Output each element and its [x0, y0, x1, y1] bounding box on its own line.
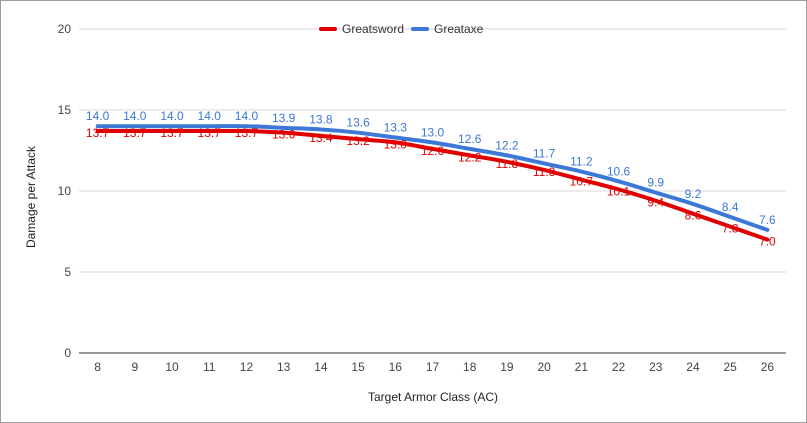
data-labels: 13.7 13.7 13.7 13.7 13.7 13.6 13.4 13.2 13.0 12.6…	[86, 109, 776, 248]
greataxe-data-label: 13.6	[346, 116, 370, 130]
y-tick-label: 15	[58, 103, 72, 117]
greataxe-data-label: 14.0	[123, 109, 147, 123]
greatsword-data-label: 13.6	[272, 128, 296, 142]
y-tick-label: 5	[64, 265, 71, 279]
gridlines	[79, 28, 786, 354]
x-tick-label: 21	[575, 360, 589, 374]
greataxe-data-label: 13.8	[309, 112, 333, 126]
x-tick-label: 22	[612, 360, 626, 374]
x-tick-label: 19	[500, 360, 514, 374]
greatsword-data-label: 13.7	[123, 126, 147, 140]
y-axis-title: Damage per Attack	[24, 145, 38, 248]
greataxe-data-label: 14.0	[235, 109, 259, 123]
x-tick-label: 12	[240, 360, 254, 374]
greatsword-data-label: 13.7	[160, 126, 184, 140]
greataxe-line	[95, 124, 770, 232]
greataxe-data-label: 14.0	[86, 109, 110, 123]
greatsword-data-label: 10.1	[607, 184, 631, 198]
series-lines	[95, 124, 770, 242]
greatsword-line	[95, 128, 770, 242]
greatsword-data-label: 12.2	[458, 150, 482, 164]
y-tick-label: 10	[58, 184, 72, 198]
greatsword-data-label: 13.7	[235, 126, 259, 140]
x-tick-label: 25	[724, 360, 738, 374]
greataxe-data-label: 12.6	[458, 132, 482, 146]
x-tick-label: 11	[203, 360, 216, 374]
greataxe-data-label: 13.0	[421, 125, 445, 139]
x-tick-label: 26	[761, 360, 775, 374]
greataxe-data-label: 11.7	[533, 146, 556, 160]
x-tick-label: 16	[389, 360, 403, 374]
greatsword-data-label: 13.2	[346, 134, 370, 148]
x-axis-ticks: 8 9 10 11 12 13 14 15 16 17 18 19 20 21 22 23 24 25 26	[94, 360, 774, 374]
greataxe-data-label: 9.2	[685, 187, 702, 201]
y-tick-label: 20	[58, 22, 72, 36]
greatsword-data-label: 7.8	[722, 222, 739, 236]
greatsword-data-label: 13.4	[309, 131, 333, 145]
greatsword-data-label: 13.7	[198, 126, 222, 140]
greataxe-data-label: 13.3	[384, 121, 408, 135]
x-tick-label: 15	[351, 360, 365, 374]
x-tick-label: 20	[537, 360, 551, 374]
greataxe-data-label: 9.9	[647, 176, 664, 190]
greatsword-data-label: 8.6	[685, 209, 702, 223]
greataxe-legend-label: Greataxe	[434, 22, 484, 36]
x-tick-label: 9	[131, 360, 138, 374]
y-tick-label: 0	[64, 346, 71, 360]
greatsword-data-label: 11.3	[533, 165, 556, 179]
x-tick-label: 13	[277, 360, 291, 374]
greatsword-data-label: 7.0	[759, 235, 776, 249]
greatsword-data-label: 9.4	[647, 196, 664, 210]
greataxe-data-label: 8.4	[722, 200, 739, 214]
greataxe-data-label: 7.6	[759, 213, 776, 227]
greataxe-data-label: 13.9	[272, 111, 296, 125]
greataxe-data-label: 14.0	[198, 109, 222, 123]
greatsword-data-label: 13.7	[86, 126, 110, 140]
x-tick-label: 10	[165, 360, 179, 374]
greataxe-data-label: 11.2	[570, 155, 593, 169]
x-tick-label: 23	[649, 360, 663, 374]
x-tick-label: 14	[314, 360, 328, 374]
greataxe-data-label: 10.6	[607, 164, 631, 178]
greatsword-data-label: 11.8	[496, 157, 519, 171]
x-tick-label: 8	[94, 360, 101, 374]
x-tick-label: 17	[426, 360, 440, 374]
x-axis-title: Target Armor Class (AC)	[368, 390, 498, 404]
greatsword-data-label: 13.0	[384, 137, 408, 151]
greataxe-data-label: 12.2	[495, 138, 519, 152]
greatsword-data-label: 12.6	[421, 144, 445, 158]
greatsword-data-label: 10.7	[570, 175, 594, 189]
greataxe-data-label: 14.0	[160, 109, 184, 123]
legend: Greatsword Greataxe	[319, 22, 484, 36]
y-axis-ticks: 0 5 10 15 20	[58, 22, 72, 360]
x-tick-label: 18	[463, 360, 477, 374]
greatsword-legend-label: Greatsword	[342, 22, 404, 36]
x-tick-label: 24	[686, 360, 700, 374]
